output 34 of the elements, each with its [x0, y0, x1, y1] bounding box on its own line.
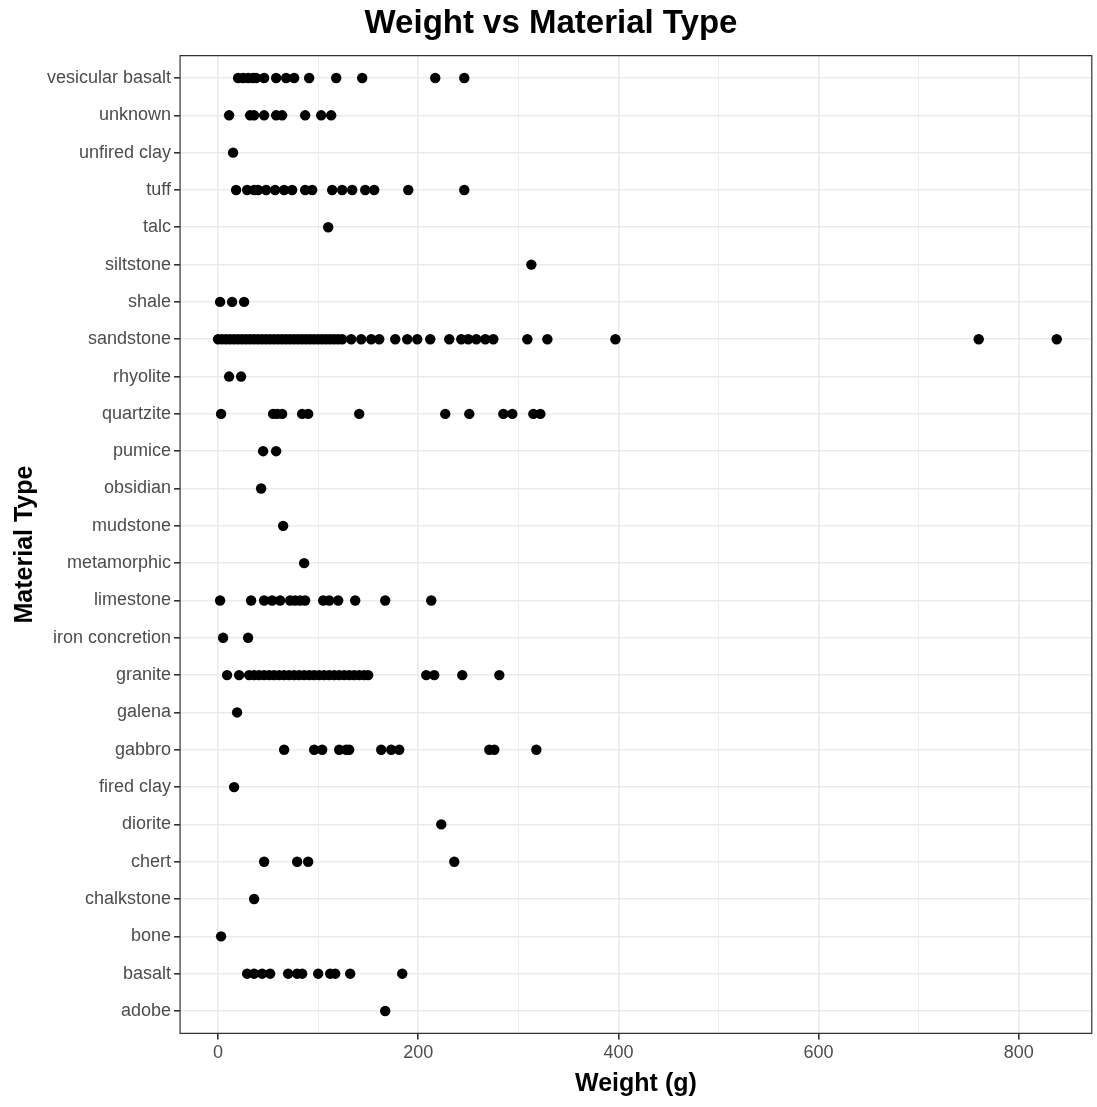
- y-tick-label: iron concretion: [52, 626, 172, 647]
- x-tick-label: 400: [603, 1042, 634, 1063]
- y-tick-label: chert: [131, 850, 172, 871]
- x-tick-label: 600: [803, 1042, 834, 1063]
- y-tick-label: tuff: [146, 178, 173, 199]
- y-tick-label: chalkstone: [85, 888, 172, 909]
- y-tick-label: adobe: [121, 999, 172, 1020]
- y-tick-label: limestone: [94, 589, 172, 610]
- y-tick-label: galena: [117, 701, 173, 722]
- y-tick-label: mudstone: [92, 514, 172, 535]
- y-tick-label: siltstone: [105, 253, 172, 274]
- y-tick-label: basalt: [123, 962, 172, 983]
- y-tick-label: unknown: [99, 104, 172, 125]
- y-tick-label: vesicular basalt: [47, 66, 172, 87]
- x-axis-title: Weight (g): [575, 1067, 697, 1096]
- x-tick-label: 200: [403, 1042, 434, 1063]
- x-tick-label: 800: [1003, 1042, 1034, 1063]
- y-tick-label: talc: [143, 216, 172, 237]
- y-tick-label: fired clay: [99, 776, 172, 797]
- y-tick-label: quartzite: [102, 402, 172, 423]
- y-tick-label: pumice: [113, 440, 172, 461]
- y-tick-label: bone: [131, 925, 172, 946]
- y-tick-label: shale: [128, 290, 172, 311]
- y-tick-label: obsidian: [104, 477, 172, 498]
- y-tick-label: rhyolite: [113, 365, 172, 386]
- y-tick-label: gabbro: [115, 738, 172, 759]
- y-tick-label: sandstone: [87, 328, 172, 349]
- x-tick-label: 0: [213, 1042, 224, 1063]
- y-tick-label: unfired clay: [79, 141, 172, 162]
- y-axis-title: Material Type: [8, 465, 37, 624]
- y-tick-label: diorite: [122, 813, 172, 834]
- y-tick-label: metamorphic: [67, 552, 172, 573]
- y-tick-label: granite: [116, 664, 172, 685]
- chart-title: Weight vs Material Type: [364, 2, 738, 40]
